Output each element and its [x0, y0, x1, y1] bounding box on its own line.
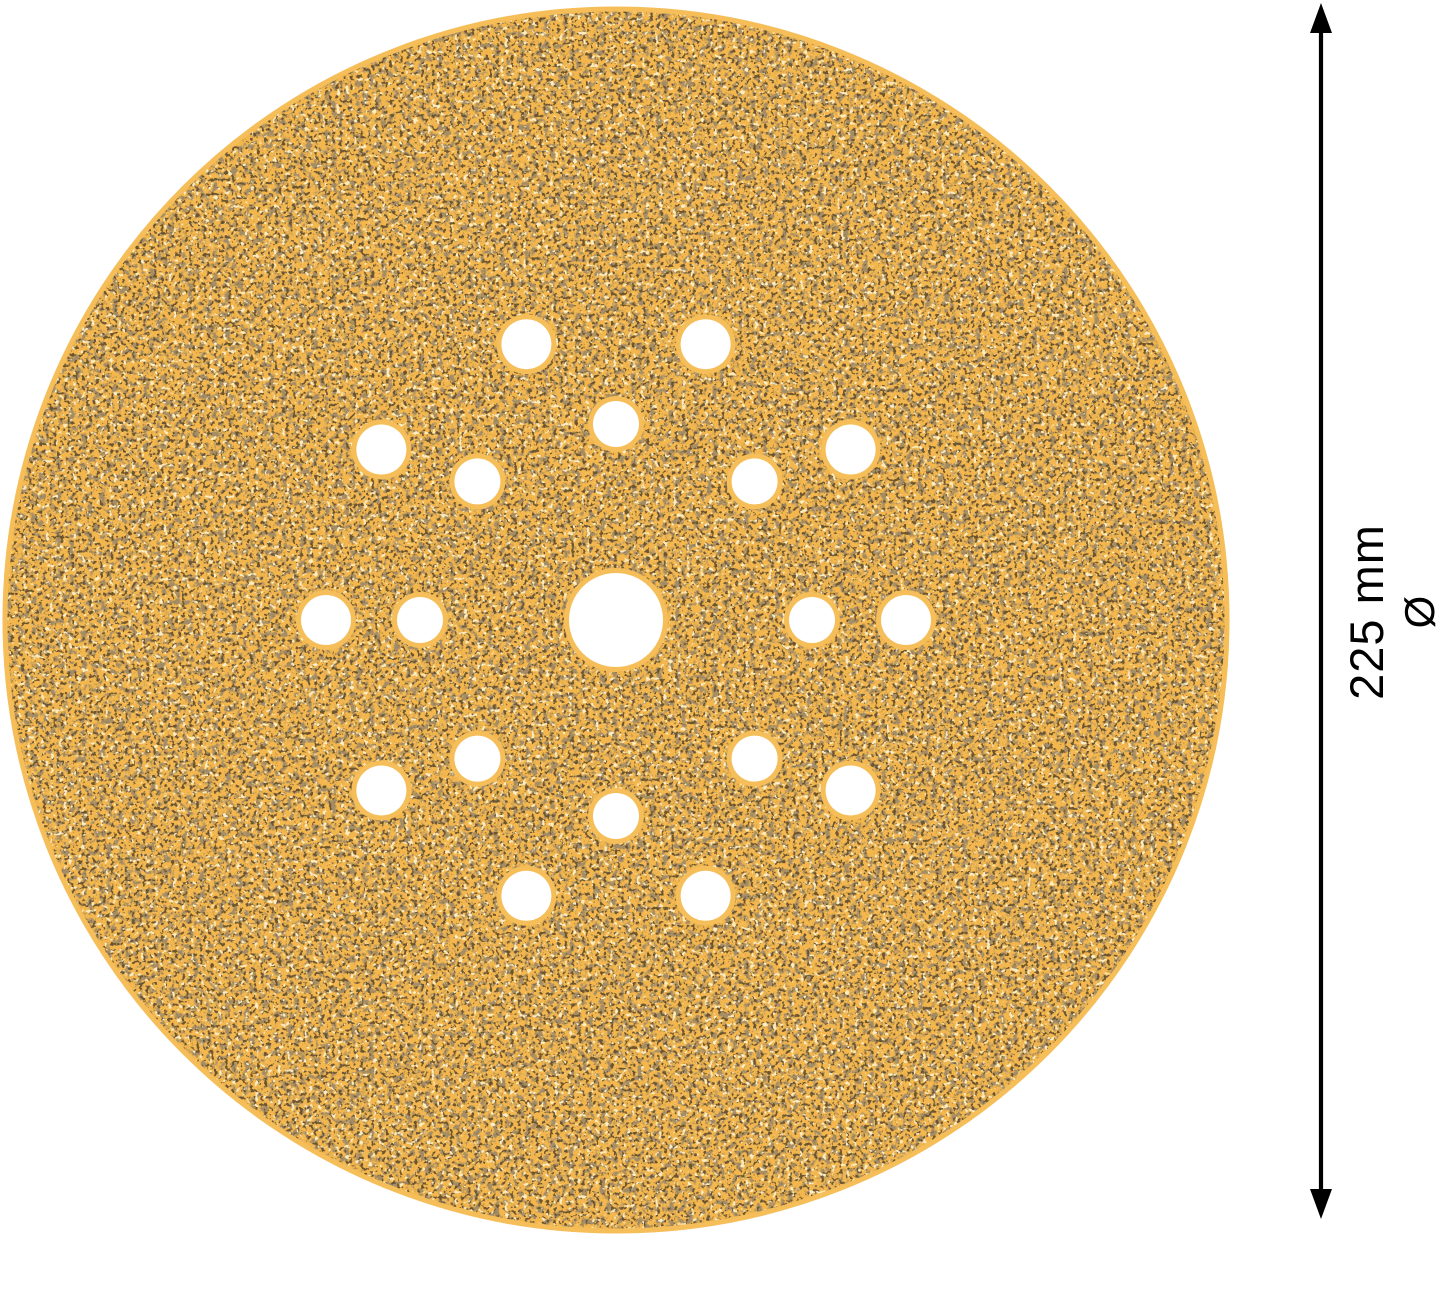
- diameter-value: 225 mm: [1340, 524, 1393, 700]
- inner-ring-hole: [593, 401, 639, 447]
- outer-ring-hole: [356, 424, 407, 475]
- outer-ring-hole: [501, 870, 552, 921]
- outer-ring-hole: [501, 319, 552, 370]
- diameter-symbol: Ø: [1396, 595, 1440, 629]
- inner-ring-hole: [454, 458, 501, 505]
- inner-ring-hole: [731, 458, 778, 505]
- arrowhead-down-icon: [1310, 1189, 1332, 1219]
- outer-ring-hole: [881, 595, 931, 645]
- outer-ring-hole: [680, 319, 731, 370]
- diameter-label: 225 mm Ø: [1340, 524, 1440, 700]
- outer-ring-hole: [825, 424, 876, 475]
- arrowhead-up-icon: [1310, 3, 1332, 33]
- inner-ring-hole: [789, 597, 835, 643]
- inner-ring-hole: [731, 735, 778, 782]
- outer-ring-hole: [680, 870, 731, 921]
- inner-ring-hole: [397, 597, 443, 643]
- dimension-indicator: [1310, 3, 1332, 1219]
- outer-ring-hole: [301, 595, 351, 645]
- outer-ring-hole: [356, 765, 407, 816]
- inner-ring-hole: [454, 735, 501, 782]
- inner-ring-hole: [593, 793, 639, 839]
- sanding-disc: [2, 6, 1230, 1234]
- disc-rim: [2, 6, 1230, 1234]
- center-hole: [569, 573, 663, 667]
- outer-ring-hole: [825, 765, 876, 816]
